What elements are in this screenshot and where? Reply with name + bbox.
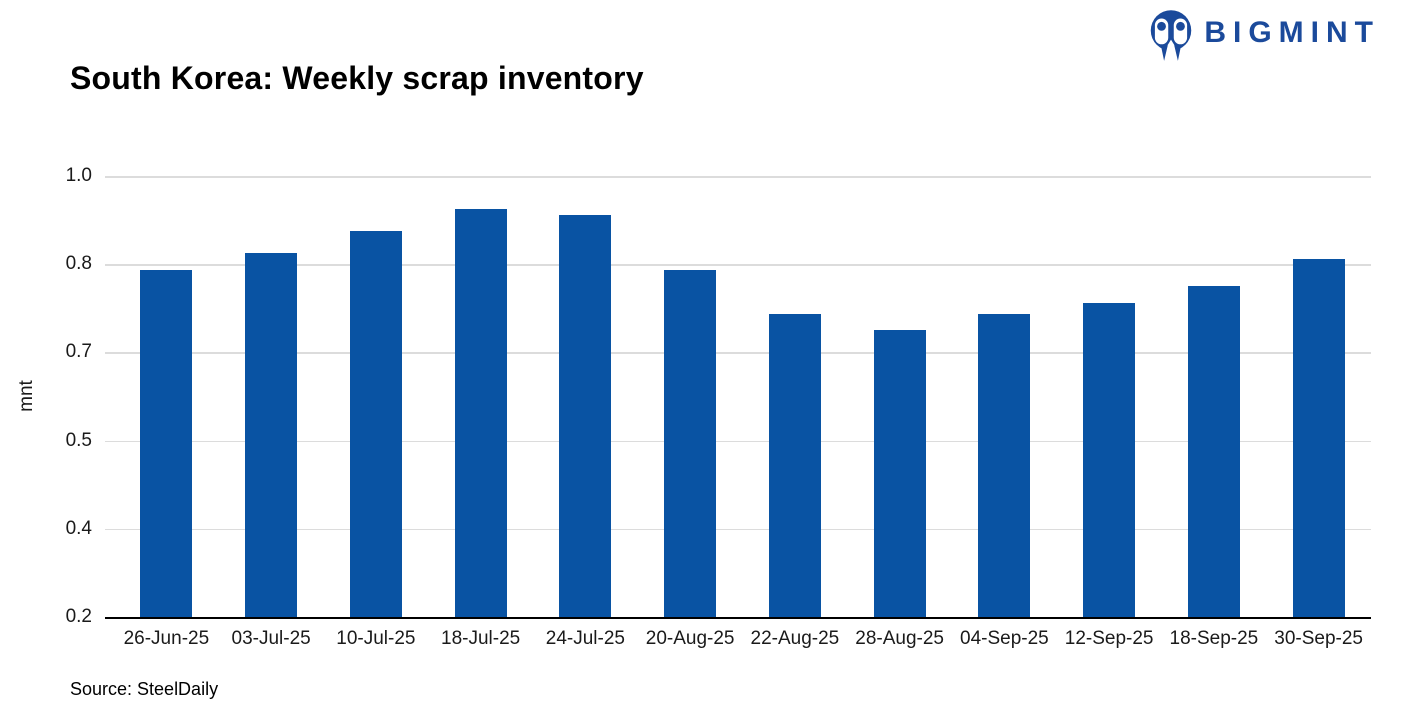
gridline (105, 264, 1371, 266)
x-tick-label: 20-Aug-25 (645, 628, 735, 649)
bar-slot (1162, 176, 1267, 617)
bar-04-Sep-25 (978, 313, 1031, 617)
gridline (105, 176, 1371, 178)
bar-12-Sep-25 (1083, 302, 1136, 617)
bar-26-Jun-25 (140, 269, 193, 617)
x-tick-label: 03-Jul-25 (231, 628, 311, 649)
bigmint-logo: BIGMINT (1148, 6, 1380, 66)
bar-slot (533, 176, 638, 617)
source-note: Source: SteelDaily (70, 679, 219, 699)
y-tick-label: 0.4 (65, 517, 92, 539)
bigmint-logo-icon (1151, 10, 1192, 61)
gridline (105, 528, 1371, 531)
gridlines (105, 176, 1371, 617)
bar-slot (847, 176, 952, 617)
y-tick-label: 0.5 (65, 429, 92, 451)
x-tick-label: 04-Sep-25 (960, 628, 1049, 649)
y-axis-title: mnt (16, 380, 37, 412)
bar-18-Jul-25 (454, 209, 507, 617)
bar-slot (428, 176, 533, 617)
bar-slot (1057, 176, 1162, 617)
bar-slot (114, 176, 219, 617)
bar-22-Aug-25 (768, 313, 821, 617)
y-tick-label: 0.7 (65, 341, 92, 363)
x-tick-label: 18-Sep-25 (1169, 628, 1259, 649)
gridline (105, 352, 1371, 354)
bar-18-Sep-25 (1187, 286, 1240, 617)
chart-title: South Korea: Weekly scrap inventory (70, 60, 644, 96)
gridline (105, 440, 1371, 443)
x-tick-label: 10-Jul-25 (336, 628, 416, 649)
bar-30-Sep-25 (1292, 258, 1345, 617)
x-tick-label: 28-Aug-25 (855, 628, 944, 649)
x-tick-label: 18-Jul-25 (441, 628, 521, 649)
bar-20-Aug-25 (664, 269, 717, 617)
bar-24-Jul-25 (559, 214, 612, 617)
bar-slot (743, 176, 848, 617)
x-tick-label: 22-Aug-25 (750, 628, 840, 649)
bar-slot (1266, 176, 1371, 617)
x-tick-label: 26-Jun-25 (123, 628, 210, 649)
y-tick-label: 1.0 (65, 165, 92, 186)
bar-slot (638, 176, 743, 617)
bars-container (114, 176, 1371, 617)
x-tick-label: 24-Jul-25 (545, 628, 625, 649)
bar-slot (219, 176, 324, 617)
x-tick-label: 12-Sep-25 (1064, 628, 1154, 649)
bar-03-Jul-25 (245, 253, 298, 617)
bigmint-logo-text: BIGMINT (1204, 16, 1380, 49)
plot-area: 1.0 0.8 0.7 0.5 0.4 0.2 26-Jun-25 03-Jul-25 10-… (66, 165, 1371, 649)
y-axis-ticks: 1.0 0.8 0.7 0.5 0.4 0.2 (66, 165, 1371, 627)
bar-slot (952, 176, 1057, 617)
x-tick-label: 30-Sep-25 (1274, 628, 1363, 649)
bar-10-Jul-25 (349, 231, 402, 617)
bar-slot (324, 176, 429, 617)
bar-28-Aug-25 (873, 330, 926, 617)
y-tick-label: 0.2 (65, 606, 92, 627)
x-axis-ticks: 26-Jun-25 03-Jul-25 10-Jul-25 18-Jul-25 24-J… (114, 628, 1371, 650)
y-tick-label: 0.8 (65, 253, 92, 275)
